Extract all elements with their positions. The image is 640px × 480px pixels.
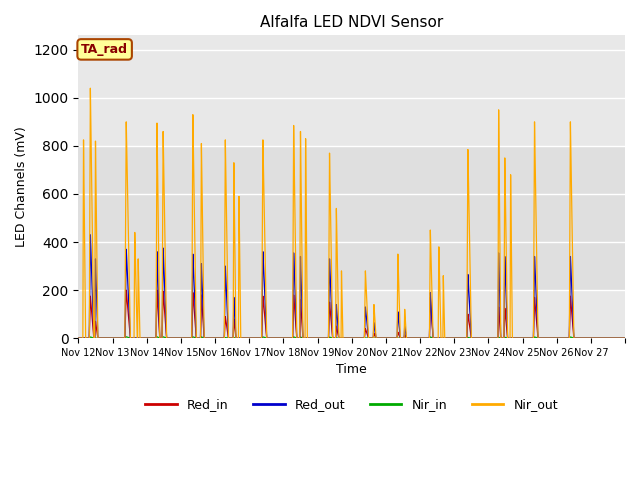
- Title: Alfalfa LED NDVI Sensor: Alfalfa LED NDVI Sensor: [260, 15, 444, 30]
- Nir_out: [398, 336, 406, 341]
- Red_in: [122, 287, 130, 293]
- Nir_in: [422, 336, 429, 341]
- Nir_out: [422, 336, 429, 341]
- Red_out: [75, 336, 83, 341]
- Nir_out: [86, 85, 94, 91]
- Red_in: [75, 336, 83, 341]
- Red_in: [509, 336, 516, 341]
- Text: TA_rad: TA_rad: [81, 43, 128, 56]
- Line: Nir_out: Nir_out: [79, 88, 625, 338]
- Red_out: [86, 232, 94, 238]
- Red_in: [480, 336, 488, 341]
- Nir_in: [480, 336, 488, 341]
- Red_out: [422, 336, 429, 341]
- Red_out: [480, 336, 488, 341]
- Red_in: [621, 336, 629, 341]
- Nir_in: [75, 336, 83, 341]
- Red_in: [273, 336, 280, 341]
- Nir_in: [398, 336, 406, 341]
- Nir_in: [621, 336, 629, 341]
- Nir_out: [509, 336, 516, 341]
- Y-axis label: LED Channels (mV): LED Channels (mV): [15, 126, 28, 247]
- Red_out: [398, 336, 406, 341]
- Nir_out: [273, 336, 280, 341]
- Red_out: [509, 336, 516, 341]
- Red_in: [102, 336, 109, 341]
- Red_out: [621, 336, 629, 341]
- Nir_out: [480, 336, 488, 341]
- Red_out: [273, 336, 280, 341]
- Line: Nir_in: Nir_in: [79, 337, 625, 338]
- Nir_in: [509, 336, 516, 341]
- Nir_out: [621, 336, 629, 341]
- X-axis label: Time: Time: [337, 363, 367, 376]
- Red_in: [422, 336, 429, 341]
- Legend: Red_in, Red_out, Nir_in, Nir_out: Red_in, Red_out, Nir_in, Nir_out: [140, 393, 563, 416]
- Line: Red_out: Red_out: [79, 235, 625, 338]
- Red_out: [102, 336, 110, 341]
- Nir_in: [122, 334, 130, 340]
- Bar: [79, 146, 625, 290]
- Nir_in: [273, 336, 280, 341]
- Nir_in: [102, 336, 109, 341]
- Line: Red_in: Red_in: [79, 290, 625, 338]
- Red_in: [398, 336, 406, 341]
- Nir_out: [75, 336, 83, 341]
- Nir_out: [102, 336, 110, 341]
